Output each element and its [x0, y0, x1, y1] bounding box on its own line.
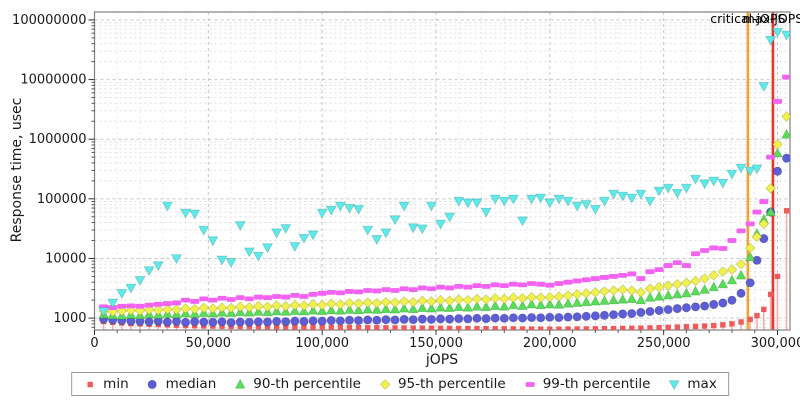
y-tick-label: 1000000 — [29, 132, 87, 147]
x-tick-label: 150,000 — [409, 336, 463, 351]
legend-label: max — [687, 376, 717, 392]
legend-label: min — [103, 376, 129, 392]
series-99-th-percentile — [99, 74, 790, 310]
x-axis-title: jOPS — [425, 352, 459, 368]
chart-legend: min median 90-th percentile 95-th percentil… — [71, 372, 729, 396]
legend-item-95-th-percentile: 95-th percentile — [378, 376, 506, 392]
x-tick-label: 0 — [90, 336, 98, 351]
x-tick-label: 250,000 — [637, 336, 691, 351]
x-tick-label: 100,000 — [295, 336, 349, 351]
y-tick-label: 100000 — [37, 192, 87, 207]
series-max — [98, 27, 790, 318]
x-tick-label: 50,000 — [186, 336, 232, 351]
legend-item-min: min — [83, 376, 129, 392]
hbar-marker-icon — [525, 381, 535, 387]
legend-item-median: median — [146, 376, 217, 392]
legend-label: 99-th percentile — [542, 376, 651, 392]
max-jops-label: max-jOPS — [742, 11, 800, 26]
y-tick-label: 10000 — [45, 251, 86, 266]
y-axis-title: Response time, usec — [9, 97, 25, 243]
y-tick-label: 100000000 — [12, 13, 86, 28]
axis-ticks: 0 50,000 100,000 150,000 200,000 250,000 300,0… — [12, 13, 800, 351]
legend-item-99-th-percentile: 99-th percentile — [523, 376, 651, 392]
legend-label: median — [165, 376, 217, 392]
legend-label: 90-th percentile — [253, 376, 361, 392]
diamond-marker-icon — [379, 378, 391, 390]
legend-label: 95-th percentile — [397, 376, 506, 392]
triangle-down-marker-icon — [668, 379, 680, 390]
x-tick-label: 300,000 — [751, 336, 800, 351]
y-tick-label: 1000 — [53, 311, 86, 326]
square-marker-icon — [87, 381, 93, 387]
triangle-up-marker-icon — [234, 378, 246, 389]
y-tick-label: 10000000 — [20, 73, 86, 88]
x-tick-label: 200,000 — [523, 336, 577, 351]
legend-item-90-th-percentile: 90-th percentile — [233, 376, 361, 392]
critical-jops-label: critical-jOPS — [710, 11, 786, 26]
series-90-th-percentile — [98, 128, 790, 320]
legend-item-max: max — [667, 376, 717, 392]
circle-marker-icon — [148, 379, 158, 389]
